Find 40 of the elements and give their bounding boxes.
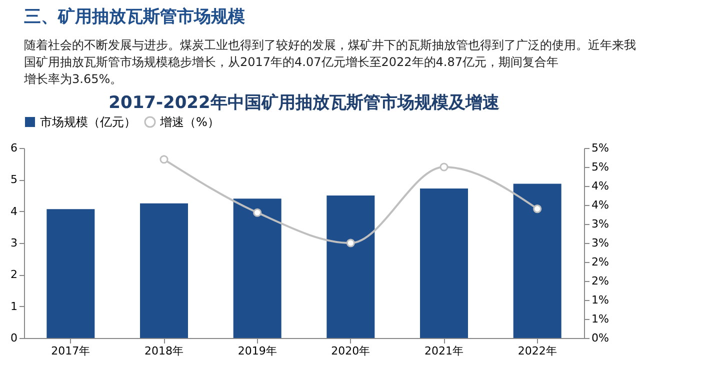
y2-tick-label: 3% [592, 236, 609, 250]
y2-tick-label: 2% [592, 256, 609, 268]
y2-tick-label: 0% [592, 332, 609, 344]
legend-label: 增速（%） [159, 115, 220, 129]
bar [326, 196, 375, 338]
text: 三、矿用抽放瓦斯管市场规模 [24, 7, 245, 27]
point [346, 238, 355, 248]
y-tick-label: 6 [10, 142, 18, 154]
y2-tick-label: 1% [592, 312, 609, 326]
x-tick-label: 2022年 [518, 344, 557, 358]
point [160, 155, 168, 164]
y2-tick-label: 3% [592, 218, 609, 230]
point [440, 162, 448, 172]
y-tick-label: 5 [10, 173, 18, 186]
x-tick-label: 2021年 [424, 344, 464, 358]
x-tick-label: 2018年 [144, 344, 184, 358]
legend-label: 市场规模（亿元） [40, 115, 136, 129]
y2-tick-label: 4% [592, 198, 609, 212]
bar [420, 188, 468, 338]
y-tick-label: 4 [10, 204, 18, 218]
y-tick-label: 2 [10, 268, 18, 282]
bar [46, 209, 95, 338]
y2-tick-label: 5% [592, 142, 609, 154]
bar [513, 184, 562, 338]
point [253, 208, 262, 217]
bar [140, 203, 188, 338]
y-tick-label: 3 [10, 236, 18, 250]
x-tick-label: 2017年 [51, 344, 90, 358]
point [533, 204, 542, 214]
y2-tick-label: 4% [592, 180, 609, 192]
chart-title: 2017-2022年中国矿用抽放瓦斯管市场规模及增速 [108, 93, 500, 113]
y2-tick-label: 2% [592, 274, 609, 288]
x-tick-label: 2020年 [331, 344, 370, 358]
y-tick-label: 1 [10, 300, 18, 313]
text: 随着社会的不断发展与进步。煤炭工业也得到了较好的发展，煤矿井下的瓦斯抽放管也得到了广泛的使用。近年来我国矿用抽放瓦斯管市场规模稳步增长，从2017年的4.07亿元增长至2022年的4.87亿元，期间复合年增长率为3.65%。 [23, 38, 636, 86]
y2-tick-label: 1% [592, 294, 609, 306]
x-tick-label: 2019年 [238, 344, 277, 358]
y2-tick-label: 5% [592, 160, 609, 174]
bar [233, 198, 282, 338]
y-tick-label: 0 [10, 332, 18, 344]
